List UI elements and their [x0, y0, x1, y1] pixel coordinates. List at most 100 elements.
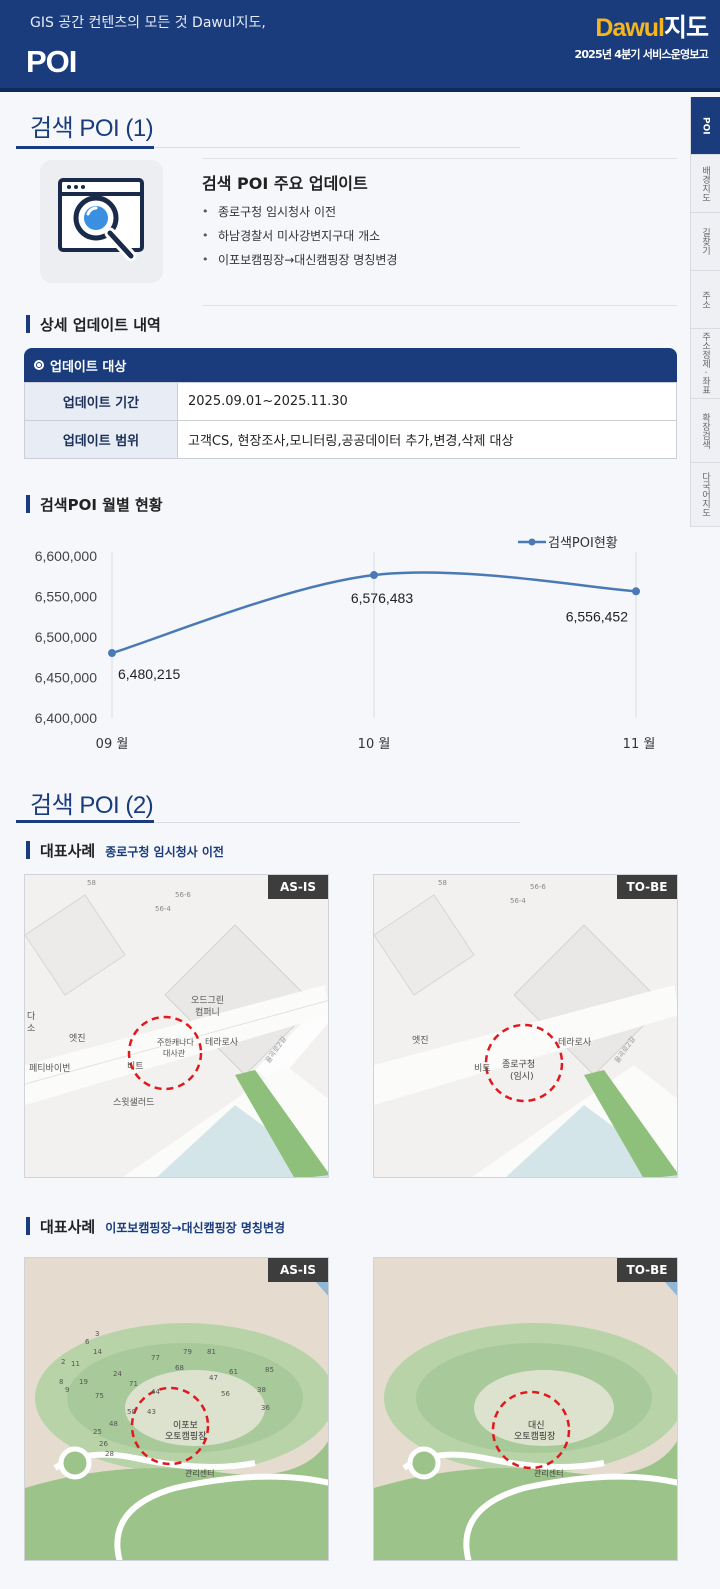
lot-number: 71	[129, 1380, 138, 1388]
map-label: 이포보	[173, 1421, 198, 1431]
lot-number: 47	[209, 1374, 218, 1382]
map-label: 주한캐나다	[157, 1038, 194, 1047]
map-label: 56-4	[510, 897, 526, 905]
sidenav-item-address[interactable]: 주소	[691, 271, 720, 329]
line-chart: 6,400,000 6,450,000 6,500,000 6,550,000 6,60…	[0, 530, 690, 760]
map-label: 대사관	[163, 1049, 186, 1058]
row-value: 고객CS, 현장조사,모니터링,공공데이터 추가,변경,삭제 대상	[177, 420, 677, 459]
case2-label: 대표사례	[40, 1218, 96, 1236]
data-point	[632, 587, 640, 596]
map-label: 관리센터	[185, 1469, 215, 1478]
tobe-badge: TO-BE	[617, 875, 677, 899]
section2-title: 검색 POI (2)	[30, 792, 154, 819]
map-label: 다	[27, 1012, 36, 1022]
row-key: 업데이트 기간	[24, 382, 178, 421]
divider	[202, 305, 677, 306]
map-label: 오드그린	[191, 996, 225, 1006]
lot-number: 75	[95, 1392, 104, 1400]
tobe-badge: TO-BE	[617, 1258, 677, 1282]
map-label: 비트	[127, 1062, 144, 1072]
case2-subtitle: 이포보캠핑장→대신캠핑장 명칭변경	[105, 1221, 286, 1235]
lot-number: 11	[71, 1360, 80, 1368]
x-tick-label: 09 월	[96, 737, 129, 752]
map-label: 스윗샐러드	[113, 1098, 155, 1108]
page-header: GIS 공간 컨텐츠의 모든 것 Dawul지도, POI Dawul지도 20…	[0, 0, 720, 92]
table-row: 업데이트 기간 2025.09.01~2025.11.30	[24, 382, 677, 421]
map-label: 관리센터	[534, 1469, 564, 1478]
lot-number: 50	[127, 1408, 136, 1416]
report-title: 2025년 4분기 서비스운영보고	[574, 48, 708, 61]
y-tick-label: 6,550,000	[35, 589, 97, 605]
map-label: 종로구청	[502, 1060, 536, 1070]
section2-rule	[155, 822, 520, 823]
case1-subtitle: 종로구청 임시청사 이전	[105, 845, 224, 859]
row-value: 2025.09.01~2025.11.30	[177, 382, 677, 421]
sidenav-item-geocode[interactable]: 주소정제 · 좌표	[691, 329, 720, 399]
section2-accent	[16, 820, 154, 823]
update-item: 이포보캠핑장→대신캠핑장 명칭변경	[202, 252, 397, 276]
table-title: 업데이트 대상	[50, 359, 127, 375]
page-title: POI	[26, 44, 77, 79]
map-label: 테라로사	[558, 1038, 592, 1048]
logo-part2: 지도	[663, 14, 709, 42]
update-list: 종로구청 임시청사 이전 하남경찰서 미사강변지구대 개소 이포보캠핑장→대신캠…	[202, 204, 397, 276]
section1-accent	[16, 146, 154, 149]
lot-number: 36	[261, 1404, 270, 1412]
y-tick-label: 6,600,000	[35, 548, 97, 564]
lot-number: 28	[105, 1450, 114, 1458]
detail-table: 업데이트 기간 2025.09.01~2025.11.30 업데이트 범위 고객…	[24, 382, 677, 459]
sidenav-item-basemap[interactable]: 배경지도	[691, 155, 720, 213]
map-label: 대신	[528, 1421, 545, 1431]
map-label: 엣진	[69, 1034, 86, 1044]
sidenav-item-extended-search[interactable]: 확장검색	[691, 399, 720, 463]
lot-number: 8	[59, 1378, 64, 1386]
map-label: 소	[27, 1024, 36, 1034]
lot-number: 9	[65, 1386, 70, 1394]
sidenav-item-multilingual[interactable]: 다국어지도	[691, 463, 720, 527]
data-point	[370, 571, 378, 580]
map-label: 오토캠핑장	[514, 1432, 556, 1442]
lot-number: 6	[85, 1338, 90, 1346]
data-label: 6,556,452	[566, 608, 628, 624]
side-navigation: POI 배경지도 길찾기 주소 주소정제 · 좌표 확장검색 다국어지도	[690, 97, 720, 527]
case1-tobe-map: TO-BE 56-6 56-4 58 엣진 테라로사 비트 종로구청 (임시) …	[373, 874, 678, 1178]
case2-heading: 대표사례 이포보캠핑장→대신캠핑장 명칭변경	[26, 1216, 285, 1237]
case1-label: 대표사례	[40, 842, 96, 860]
legend-label: 검색POI현황	[548, 536, 618, 551]
divider	[202, 158, 677, 159]
map-label: 비트	[474, 1064, 491, 1074]
data-point	[108, 649, 116, 658]
lot-number: 43	[147, 1408, 156, 1416]
sidenav-item-poi[interactable]: POI	[691, 97, 720, 155]
lot-number: 68	[175, 1364, 184, 1372]
map-label: 56-4	[155, 905, 171, 913]
map-label: 컴퍼니	[195, 1008, 220, 1018]
lot-number: 81	[207, 1348, 216, 1356]
update-item: 하남경찰서 미사강변지구대 개소	[202, 228, 397, 252]
map-label: 56-6	[530, 883, 546, 891]
y-tick-label: 6,450,000	[35, 670, 97, 686]
lot-number: 61	[229, 1368, 238, 1376]
chart-heading: 검색POI 월별 현황	[26, 494, 163, 515]
update-title: 검색 POI 주요 업데이트	[202, 174, 368, 193]
lot-number: 79	[183, 1348, 192, 1356]
chart-svg: 6,400,000 6,450,000 6,500,000 6,550,000 6,60…	[35, 536, 656, 752]
lot-number: 25	[93, 1428, 102, 1436]
asis-badge: AS-IS	[268, 875, 328, 899]
case2-asis-map: AS-IS 이포보 오토캠핑장 관리센터 3 6 14 11 19 24 8 7…	[24, 1257, 329, 1561]
map-label: 58	[87, 879, 96, 887]
lot-number: 2	[61, 1358, 66, 1366]
section1-rule	[155, 147, 520, 148]
header-tagline: GIS 공간 컨텐츠의 모든 것 Dawul지도,	[30, 15, 266, 31]
y-tick-label: 6,500,000	[35, 629, 97, 645]
lot-number: 48	[109, 1420, 118, 1428]
map-label: 오토캠핑장	[165, 1432, 207, 1442]
lot-number: 44	[151, 1388, 160, 1396]
lot-number: 56	[221, 1390, 230, 1398]
sidenav-item-route[interactable]: 길찾기	[691, 213, 720, 271]
dawul-logo: Dawul지도	[595, 8, 709, 44]
search-magnifier-icon	[40, 160, 163, 283]
map-label: 엣진	[412, 1036, 429, 1046]
data-label: 6,480,215	[118, 666, 180, 682]
map-label: 테라로사	[205, 1038, 239, 1048]
